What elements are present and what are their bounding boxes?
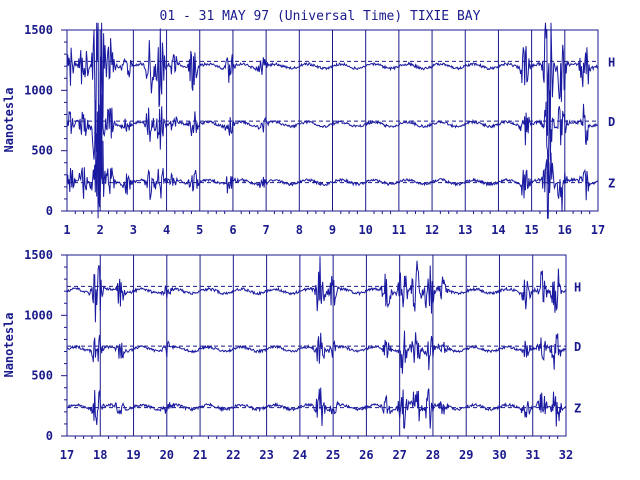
y-tick-label: 1500: [24, 23, 53, 37]
x-tick-label: 14: [491, 223, 505, 237]
x-tick-label: 32: [559, 448, 573, 462]
y-tick-label: 1500: [24, 248, 53, 262]
y-tick-label: 0: [46, 429, 53, 443]
y-tick-label: 500: [31, 369, 53, 383]
component-label-z: Z: [608, 177, 615, 191]
trace-d: [66, 330, 567, 374]
x-tick-label: 31: [526, 448, 540, 462]
component-label-h: H: [608, 55, 615, 69]
trace-z: [66, 387, 567, 429]
x-tick-label: 17: [60, 448, 74, 462]
x-tick-label: 11: [392, 223, 406, 237]
x-tick-label: 2: [97, 223, 104, 237]
x-tick-label: 24: [293, 448, 307, 462]
x-tick-label: 26: [359, 448, 373, 462]
x-tick-label: 23: [259, 448, 273, 462]
x-tick-label: 22: [226, 448, 240, 462]
x-tick-label: 9: [329, 223, 336, 237]
x-tick-label: 6: [229, 223, 236, 237]
y-axis-label-top: Nanotesla: [2, 87, 16, 152]
x-tick-label: 19: [126, 448, 140, 462]
x-tick-label: 18: [93, 448, 107, 462]
y-tick-label: 1000: [24, 308, 53, 322]
x-tick-label: 30: [492, 448, 506, 462]
y-tick-label: 1000: [24, 83, 53, 97]
x-tick-label: 27: [392, 448, 406, 462]
x-tick-label: 25: [326, 448, 340, 462]
x-tick-label: 12: [425, 223, 439, 237]
y-axis-label-bottom: Nanotesla: [2, 312, 16, 377]
x-tick-label: 8: [296, 223, 303, 237]
component-label-d: D: [574, 340, 581, 354]
panel-2: 17 18 19 20 21 22 23 24 25 26 27 28 29 30 31 32 0 500 1000…: [24, 248, 581, 462]
x-tick-label: 16: [558, 223, 572, 237]
x-tick-label: 29: [459, 448, 473, 462]
component-label-z: Z: [574, 402, 581, 416]
trace-z: [66, 104, 599, 219]
x-tick-label: 3: [130, 223, 137, 237]
y-tick-label: 500: [31, 144, 53, 158]
x-tick-label: 5: [196, 223, 203, 237]
x-tick-label: 13: [458, 223, 472, 237]
x-tick-label: 20: [160, 448, 174, 462]
x-tick-label: 7: [263, 223, 270, 237]
x-tick-label: 4: [163, 223, 170, 237]
component-label-h: H: [574, 280, 581, 294]
trace-h: [66, 256, 567, 323]
trace-h: [66, 22, 599, 208]
x-tick-label: 10: [358, 223, 372, 237]
trace-d: [66, 56, 599, 200]
x-tick-label: 28: [426, 448, 440, 462]
component-label-d: D: [608, 115, 615, 129]
chart-panels: 1 2 3 4 5 6 7 8 9 10 11 12 13 14 15 16 17050010001500HDZ…: [24, 22, 615, 462]
x-tick-label: 21: [193, 448, 207, 462]
x-tick-label: 1: [63, 223, 70, 237]
y-tick-label: 0: [46, 204, 53, 218]
x-tick-label: 17: [591, 223, 605, 237]
chart-title: 01 - 31 MAY 97 (Universal Time) TIXIE BA…: [160, 9, 481, 24]
x-tick-label: 15: [524, 223, 538, 237]
